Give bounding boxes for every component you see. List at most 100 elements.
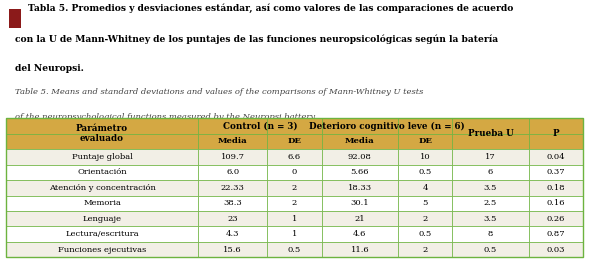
- Bar: [322, 196, 398, 211]
- Bar: [322, 118, 398, 134]
- Bar: [529, 196, 583, 211]
- Text: 2: 2: [292, 199, 297, 207]
- Bar: [452, 149, 529, 165]
- Bar: [398, 242, 452, 257]
- Text: 15.6: 15.6: [223, 246, 242, 254]
- Text: Tabla 5. Promedios y desviaciones estándar, así como valores de las comparacione: Tabla 5. Promedios y desviaciones estánd…: [28, 4, 513, 14]
- Bar: [452, 211, 529, 226]
- Bar: [452, 165, 529, 180]
- Text: 0.16: 0.16: [547, 199, 565, 207]
- Bar: [198, 211, 267, 226]
- Text: 0.26: 0.26: [547, 215, 565, 223]
- Bar: [398, 211, 452, 226]
- Bar: [452, 180, 529, 196]
- Bar: [267, 226, 322, 242]
- Text: 0.87: 0.87: [547, 230, 565, 238]
- Bar: [322, 211, 398, 226]
- Bar: [267, 134, 322, 149]
- Text: of the neuropsychological functions measured by the Neuropsi battery.: of the neuropsychological functions meas…: [15, 113, 316, 121]
- Text: 0.5: 0.5: [419, 168, 432, 176]
- Text: 109.7: 109.7: [221, 153, 245, 161]
- Bar: [6, 180, 198, 196]
- Bar: [267, 149, 322, 165]
- Bar: [198, 242, 267, 257]
- Text: Prueba U: Prueba U: [468, 129, 514, 138]
- Bar: [398, 180, 452, 196]
- Text: 21: 21: [355, 215, 365, 223]
- Text: 4: 4: [422, 184, 428, 192]
- Text: 3.5: 3.5: [484, 184, 497, 192]
- Text: 6: 6: [488, 168, 493, 176]
- Text: 30.1: 30.1: [350, 199, 369, 207]
- Bar: [9, 9, 21, 29]
- Text: 0.04: 0.04: [547, 153, 565, 161]
- Bar: [198, 134, 267, 149]
- Bar: [6, 242, 198, 257]
- Bar: [398, 226, 452, 242]
- Text: 38.3: 38.3: [223, 199, 242, 207]
- Bar: [529, 134, 583, 149]
- Text: Orientación: Orientación: [77, 168, 127, 176]
- Text: 0.18: 0.18: [547, 184, 565, 192]
- Text: 6.0: 6.0: [226, 168, 239, 176]
- Text: Table 5. Means and standard deviations and values of the comparisons of Mann-Whi: Table 5. Means and standard deviations a…: [15, 88, 423, 96]
- Bar: [529, 180, 583, 196]
- Text: 2: 2: [422, 246, 428, 254]
- Bar: [452, 226, 529, 242]
- Bar: [529, 226, 583, 242]
- Bar: [198, 165, 267, 180]
- Text: 0: 0: [292, 168, 297, 176]
- Bar: [398, 149, 452, 165]
- Text: 3.5: 3.5: [484, 215, 497, 223]
- Text: 0.37: 0.37: [547, 168, 565, 176]
- Text: 0.5: 0.5: [484, 246, 497, 254]
- Bar: [267, 211, 322, 226]
- Text: 0.03: 0.03: [547, 246, 565, 254]
- Text: 22.33: 22.33: [221, 184, 244, 192]
- Bar: [398, 134, 452, 149]
- Bar: [6, 134, 198, 149]
- Text: 2: 2: [292, 184, 297, 192]
- Text: 5: 5: [422, 199, 428, 207]
- Bar: [398, 118, 452, 134]
- Bar: [398, 196, 452, 211]
- Bar: [198, 196, 267, 211]
- Bar: [452, 196, 529, 211]
- Bar: [6, 165, 198, 180]
- Text: Funciones ejecutivas: Funciones ejecutivas: [58, 246, 146, 254]
- Text: 1: 1: [292, 215, 297, 223]
- Bar: [267, 118, 322, 134]
- Text: Control (n = 3): Control (n = 3): [223, 121, 297, 131]
- Text: Parámetro
evaluado: Parámetro evaluado: [76, 124, 128, 144]
- Text: 8: 8: [488, 230, 493, 238]
- Text: Deterioro cognitivo leve (n = 6): Deterioro cognitivo leve (n = 6): [309, 121, 465, 131]
- Text: 0.5: 0.5: [419, 230, 432, 238]
- Bar: [6, 196, 198, 211]
- Text: 18.33: 18.33: [348, 184, 372, 192]
- Bar: [322, 226, 398, 242]
- Bar: [452, 242, 529, 257]
- Text: DE: DE: [287, 138, 302, 146]
- Text: Media: Media: [345, 138, 375, 146]
- Text: 17: 17: [485, 153, 496, 161]
- Text: 10: 10: [420, 153, 431, 161]
- Text: Media: Media: [218, 138, 247, 146]
- Bar: [529, 165, 583, 180]
- Bar: [529, 149, 583, 165]
- Bar: [6, 226, 198, 242]
- Bar: [529, 118, 583, 134]
- Text: DE: DE: [418, 138, 432, 146]
- Text: 1: 1: [292, 230, 297, 238]
- Bar: [452, 134, 529, 149]
- Bar: [198, 118, 267, 134]
- Bar: [529, 211, 583, 226]
- Text: 92.08: 92.08: [348, 153, 372, 161]
- Bar: [267, 180, 322, 196]
- Bar: [198, 226, 267, 242]
- Text: 2.5: 2.5: [484, 199, 497, 207]
- Bar: [267, 242, 322, 257]
- Text: 0.5: 0.5: [288, 246, 301, 254]
- Text: Puntaje global: Puntaje global: [72, 153, 133, 161]
- Text: 23: 23: [227, 215, 238, 223]
- Bar: [398, 165, 452, 180]
